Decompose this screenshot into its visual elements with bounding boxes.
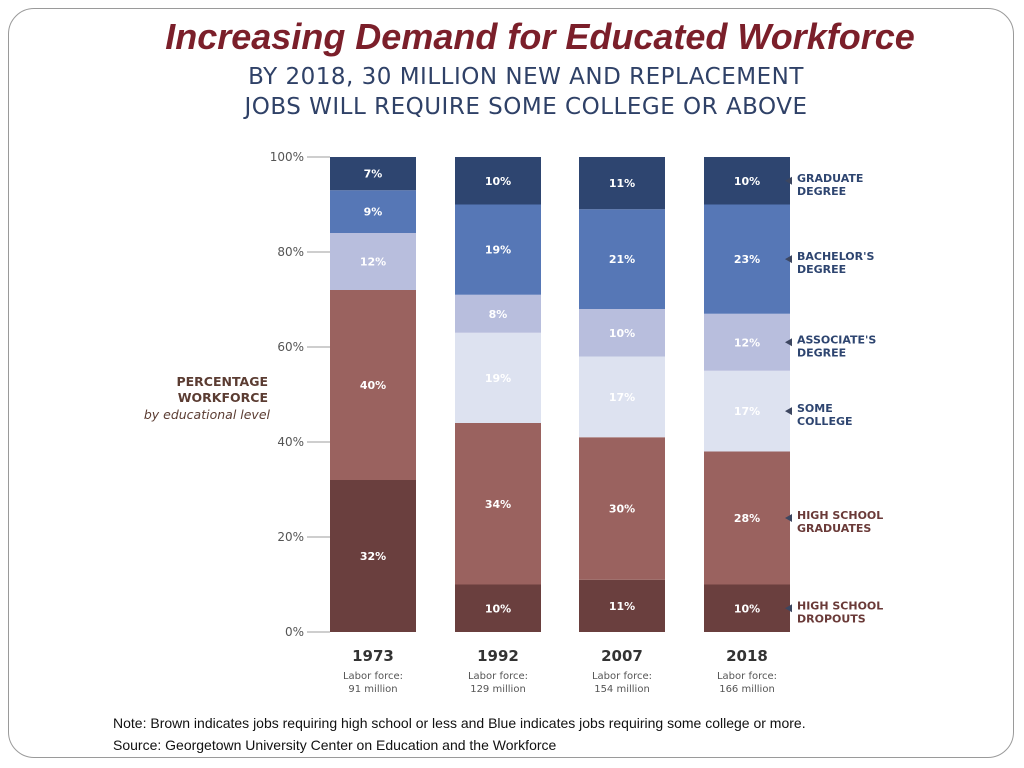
x-category-sublabel: Labor force: bbox=[343, 671, 403, 682]
bar-segment bbox=[704, 584, 790, 632]
bar-segment bbox=[579, 437, 665, 580]
bar-segment bbox=[579, 579, 665, 632]
legend-label-line-2: DROPOUTS bbox=[797, 612, 866, 625]
bar-segment bbox=[579, 309, 665, 357]
x-category-sublabel: Labor force: bbox=[592, 671, 652, 682]
data-label: 10% bbox=[609, 327, 635, 340]
bar-segment bbox=[455, 294, 541, 333]
chart-heading-line-1: BY 2018, 30 MILLION NEW AND REPLACEMENT bbox=[248, 64, 804, 90]
bar-segment bbox=[455, 332, 541, 423]
x-category-label: 1973 bbox=[352, 647, 394, 665]
data-label: 10% bbox=[734, 602, 760, 615]
bar-segment bbox=[330, 233, 416, 290]
legend-pointer bbox=[785, 407, 792, 416]
legend-pointer bbox=[785, 514, 792, 522]
legend-pointer bbox=[785, 176, 792, 185]
x-category-sublabel: 154 million bbox=[594, 684, 650, 695]
data-label: 40% bbox=[360, 379, 386, 392]
data-label: 9% bbox=[364, 206, 383, 219]
data-label: 23% bbox=[734, 253, 760, 266]
x-category-sublabel: Labor force: bbox=[468, 671, 528, 682]
legend-label-line-2: DEGREE bbox=[797, 263, 846, 276]
footnote-source: Source: Georgetown University Center on … bbox=[113, 737, 557, 753]
legend-label-line-1: GRADUATE bbox=[797, 172, 863, 185]
footnote-note: Note: Brown indicates jobs requiring hig… bbox=[113, 715, 806, 731]
bar-segment bbox=[579, 356, 665, 438]
y-tick-label: 60% bbox=[277, 340, 304, 354]
data-label: 28% bbox=[734, 512, 760, 525]
bar-segment bbox=[455, 204, 541, 295]
data-label: 7% bbox=[364, 168, 383, 181]
data-label: 21% bbox=[609, 253, 635, 266]
y-axis-caption: by educational level bbox=[144, 407, 271, 422]
bar-segment bbox=[455, 157, 541, 205]
bar-segment bbox=[579, 157, 665, 210]
bar-segment bbox=[455, 423, 541, 585]
y-axis-title-line-1: PERCENTAGE bbox=[176, 374, 268, 389]
bar-segment bbox=[330, 157, 416, 191]
legend-pointer bbox=[785, 255, 792, 264]
data-label: 32% bbox=[360, 550, 386, 563]
legend-label-line-1: ASSOCIATE'S bbox=[797, 333, 876, 346]
x-category-sublabel: Labor force: bbox=[717, 671, 777, 682]
legend-label-line-2: GRADUATES bbox=[797, 522, 871, 535]
bar-segment bbox=[704, 370, 790, 452]
data-label: 8% bbox=[489, 308, 508, 321]
data-label: 11% bbox=[609, 177, 635, 190]
x-category-sublabel: 166 million bbox=[719, 684, 775, 695]
data-label: 30% bbox=[609, 503, 635, 516]
x-category-label: 2018 bbox=[726, 647, 768, 665]
data-label: 34% bbox=[485, 498, 511, 511]
legend-label-line-2: DEGREE bbox=[797, 346, 846, 359]
legend-pointer bbox=[785, 604, 792, 613]
bar-segment bbox=[704, 451, 790, 585]
y-tick-label: 0% bbox=[285, 625, 304, 639]
x-category-sublabel: 129 million bbox=[470, 684, 526, 695]
y-tick-label: 20% bbox=[277, 530, 304, 544]
chart-heading-line-2: JOBS WILL REQUIRE SOME COLLEGE OR ABOVE bbox=[244, 94, 808, 120]
data-label: 17% bbox=[609, 391, 635, 404]
legend-label-line-1: HIGH SCHOOL bbox=[797, 599, 883, 612]
data-label: 10% bbox=[734, 175, 760, 188]
slide-frame bbox=[8, 8, 1014, 758]
x-category-label: 1992 bbox=[477, 647, 519, 665]
bar-segment bbox=[455, 584, 541, 632]
y-tick-label: 100% bbox=[270, 150, 304, 164]
x-category-sublabel: 91 million bbox=[348, 684, 397, 695]
slide-title: Increasing Demand for Educated Workforce bbox=[165, 16, 915, 57]
legend-label-line-2: COLLEGE bbox=[797, 415, 853, 428]
bar-segment bbox=[330, 290, 416, 480]
data-label: 10% bbox=[485, 602, 511, 615]
data-label: 11% bbox=[609, 600, 635, 613]
legend-label-line-1: BACHELOR'S bbox=[797, 250, 874, 263]
bar-segment bbox=[579, 209, 665, 309]
legend-pointer bbox=[785, 338, 792, 347]
data-label: 19% bbox=[485, 372, 511, 385]
data-label: 10% bbox=[485, 175, 511, 188]
legend-label-line-1: HIGH SCHOOL bbox=[797, 509, 883, 522]
bar-segment bbox=[704, 157, 790, 205]
x-category-label: 2007 bbox=[601, 647, 643, 665]
y-tick-label: 40% bbox=[277, 435, 304, 449]
data-label: 12% bbox=[734, 336, 760, 349]
y-axis-title-line-2: WORKFORCE bbox=[178, 390, 268, 405]
legend-label-line-2: DEGREE bbox=[797, 185, 846, 198]
bar-segment bbox=[704, 313, 790, 371]
y-tick-label: 80% bbox=[277, 245, 304, 259]
legend-label-line-1: SOME bbox=[797, 402, 833, 415]
data-label: 17% bbox=[734, 405, 760, 418]
data-label: 12% bbox=[360, 256, 386, 269]
bar-segment bbox=[330, 480, 416, 632]
bar-segment bbox=[330, 190, 416, 233]
data-label: 19% bbox=[485, 244, 511, 257]
bar-segment bbox=[704, 204, 790, 314]
